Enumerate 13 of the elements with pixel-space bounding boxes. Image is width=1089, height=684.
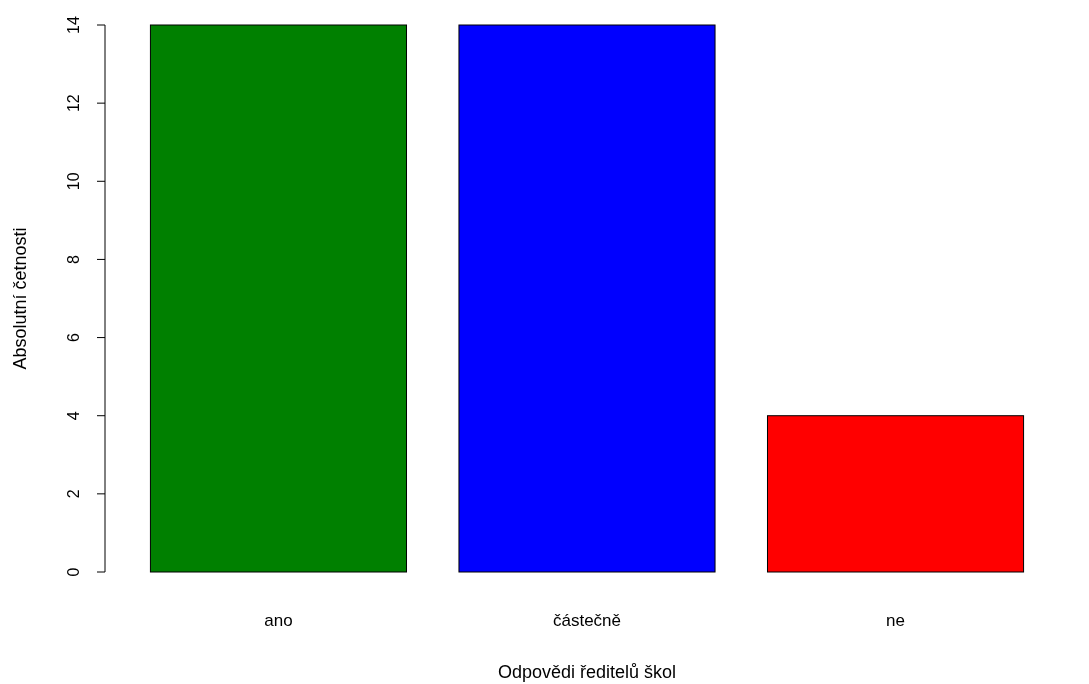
x-tick-label: ne (886, 611, 905, 630)
y-tick-label: 14 (65, 16, 82, 34)
x-tick-label: ano (264, 611, 293, 630)
x-tick-label: částečně (552, 611, 622, 630)
y-tick-label: 10 (65, 172, 82, 191)
y-tick-label: 4 (65, 411, 82, 421)
x-axis-title: Odpovědi ředitelů škol (497, 662, 677, 682)
y-tick-label: 12 (65, 94, 82, 113)
y-tick-label: 2 (65, 489, 82, 499)
y-tick-label: 0 (65, 567, 82, 577)
y-axis-title: Absolutní četnosti (10, 227, 30, 370)
y-tick-label: 8 (65, 254, 82, 264)
y-tick-label: 6 (65, 333, 82, 343)
